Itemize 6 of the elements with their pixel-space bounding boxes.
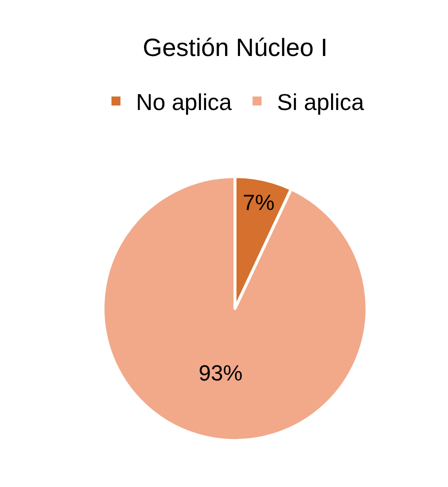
data-label: 7% bbox=[242, 190, 275, 216]
data-label: 93% bbox=[198, 360, 243, 386]
chart-title: Gestión Núcleo I bbox=[142, 34, 328, 62]
legend-label: Si aplica bbox=[277, 88, 364, 115]
pie-slice bbox=[102, 175, 368, 442]
legend-label: No aplica bbox=[136, 88, 232, 115]
